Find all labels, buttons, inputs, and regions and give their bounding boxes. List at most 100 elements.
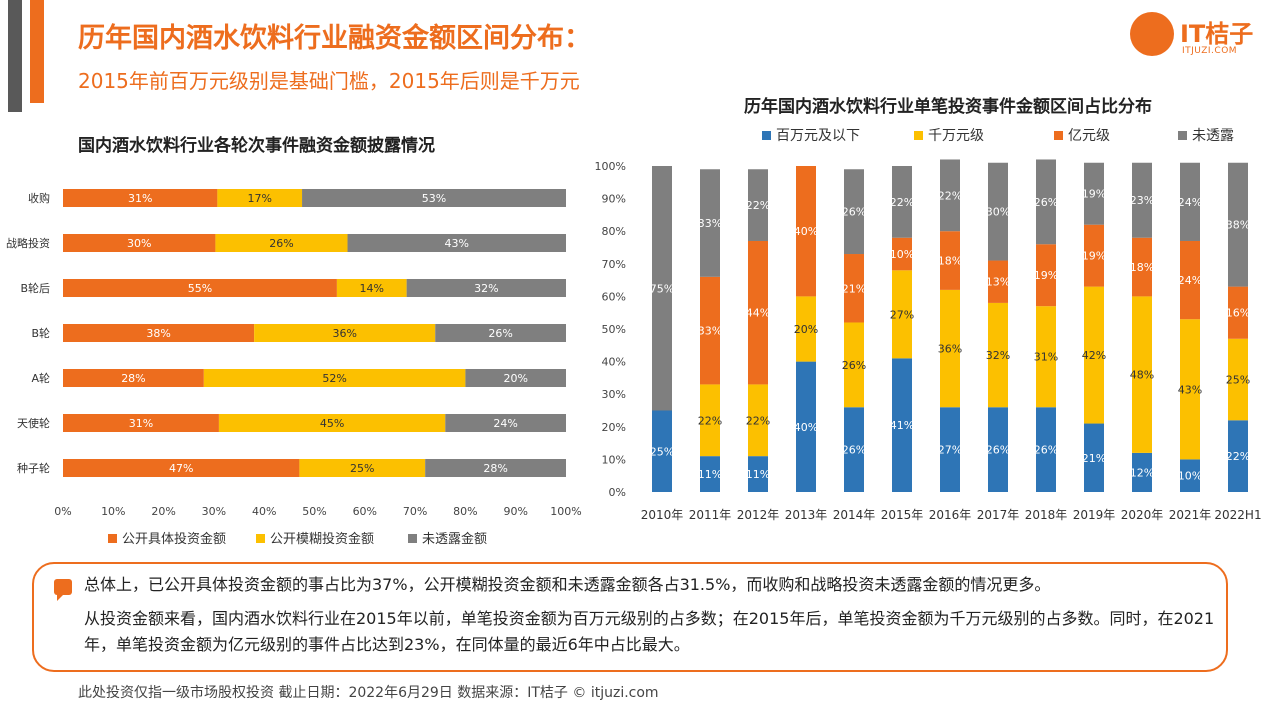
bar-segment [700, 384, 720, 457]
legend-label: 未透露 [1192, 128, 1234, 144]
x-tick-label: 2020年 [1121, 508, 1164, 522]
legend-label: 亿元级 [1068, 128, 1110, 144]
data-label: 26% [842, 444, 866, 457]
legend-label: 公开模糊投资金额 [270, 531, 374, 547]
legend-swatch [1054, 131, 1063, 140]
summary-paragraph-1: 总体上，已公开具体投资金额的事占比为37%，公开模糊投资金额和未透露金额各占31… [84, 575, 1051, 594]
data-label: 21% [1082, 452, 1106, 465]
bar-segment [988, 260, 1008, 303]
bar-segment [988, 162, 1008, 261]
data-label: 18% [938, 255, 962, 268]
y-tick-label: 30% [602, 388, 626, 401]
y-tick-label: 90% [602, 193, 626, 206]
data-label: 28% [121, 372, 145, 385]
x-tick-label: 2011年 [689, 508, 732, 522]
bar-segment [63, 324, 255, 342]
data-label: 13% [986, 276, 1010, 289]
x-tick-label: 60% [353, 505, 377, 518]
bar-segment [796, 361, 816, 492]
chat-bubble-icon [54, 579, 72, 601]
x-tick-label: 2012年 [737, 508, 780, 522]
x-tick-label: 30% [202, 505, 226, 518]
bar-segment [1084, 224, 1104, 287]
bar-segment [435, 324, 566, 342]
x-tick-label: 0% [54, 505, 71, 518]
bar-segment [844, 322, 864, 408]
data-label: 14% [360, 282, 384, 295]
bar-segment [844, 407, 864, 492]
bar-segment [1132, 452, 1152, 492]
legend-swatch [1178, 131, 1187, 140]
decor-bar-gray [8, 0, 22, 112]
data-label: 17% [247, 192, 271, 205]
decor-bar-orange [30, 0, 44, 103]
y-tick-label: 20% [602, 421, 626, 434]
bar-segment [425, 459, 566, 477]
bar-segment [299, 459, 426, 477]
bar-segment [1180, 319, 1200, 460]
rounds-amount-disclosure-chart: 收购 31% 17% 53% 战略投资 30% 26% 43% B轮后 55% 14% 32% B轮 38… [6, 189, 582, 547]
data-label: 26% [842, 206, 866, 219]
bar-segment [445, 414, 566, 432]
bar-segment [700, 169, 720, 277]
data-label: 26% [1034, 196, 1058, 209]
x-tick-label: 2016年 [929, 508, 972, 522]
data-label: 38% [146, 327, 170, 340]
data-label: 21% [842, 282, 866, 295]
y-tick-label: 100% [595, 160, 626, 173]
left-chart-title: 国内酒水饮料行业各轮次事件融资金额披露情况 [78, 136, 435, 156]
bar-segment [1228, 162, 1248, 287]
y-tick-label: 40% [602, 356, 626, 369]
data-label: 22% [890, 196, 914, 209]
data-label: 19% [1034, 269, 1058, 282]
category-label: B轮 [31, 326, 50, 340]
summary-paragraph-2: 从投资金额来看，国内酒水饮料行业在2015年以前，单笔投资金额为百万元级别的占多… [84, 609, 1215, 654]
data-label: 32% [986, 349, 1010, 362]
category-label: 收购 [28, 191, 50, 205]
orange-logo-icon [1130, 12, 1174, 56]
data-label: 48% [1130, 369, 1154, 382]
data-label: 11% [746, 468, 770, 481]
category-label: B轮后 [20, 281, 50, 295]
bar-segment [1036, 244, 1056, 307]
data-label: 25% [350, 462, 374, 475]
x-tick-label: 2013年 [785, 508, 828, 522]
data-label: 44% [746, 307, 770, 320]
data-label: 32% [474, 282, 498, 295]
data-label: 18% [1130, 261, 1154, 274]
bar-segment [988, 407, 1008, 492]
bar-segment [1180, 459, 1200, 492]
itjuzi-logo: IT桔子 ITJUZI.COM [1130, 12, 1270, 62]
y-tick-label: 80% [602, 225, 626, 238]
bar-segment [892, 358, 912, 492]
data-label: 33% [698, 325, 722, 338]
bar-segment [63, 459, 300, 477]
bar-segment [336, 279, 407, 297]
data-label: 28% [483, 462, 507, 475]
x-tick-label: 80% [453, 505, 477, 518]
data-label: 45% [320, 417, 344, 430]
category-label: A轮 [31, 371, 50, 385]
bar-segment [748, 456, 768, 492]
bar-segment [700, 456, 720, 492]
bar-segment [254, 324, 436, 342]
bar-segment [1036, 407, 1056, 492]
data-label: 26% [488, 327, 512, 340]
data-label: 43% [1178, 383, 1202, 396]
legend-swatch [408, 534, 417, 543]
bar-segment [63, 279, 337, 297]
x-tick-label: 2014年 [833, 508, 876, 522]
data-label: 20% [794, 323, 818, 336]
bar-segment [844, 169, 864, 255]
data-label: 42% [1082, 349, 1106, 362]
y-tick-label: 0% [609, 486, 626, 499]
legend-swatch [108, 534, 117, 543]
data-label: 52% [322, 372, 346, 385]
data-label: 31% [1034, 351, 1058, 364]
bar-segment [1036, 159, 1056, 245]
legend-swatch [762, 131, 771, 140]
x-tick-label: 2019年 [1073, 508, 1116, 522]
y-tick-label: 60% [602, 290, 626, 303]
data-label: 22% [938, 189, 962, 202]
bar-segment [748, 384, 768, 457]
